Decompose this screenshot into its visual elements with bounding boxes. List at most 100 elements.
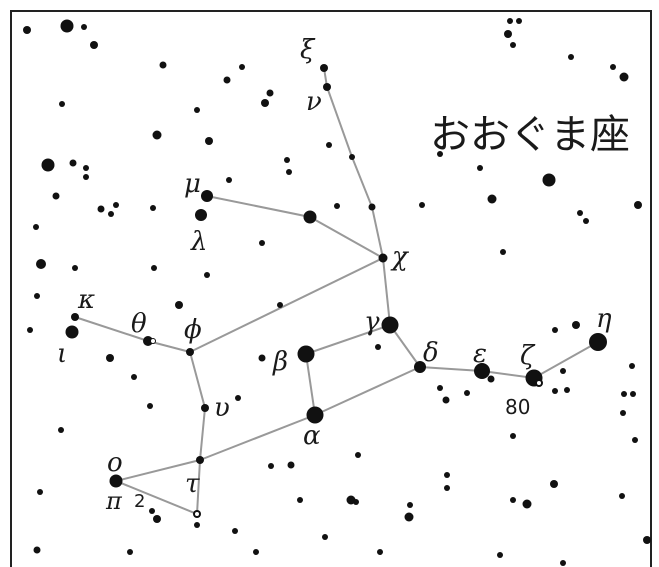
background-star (266, 89, 274, 97)
star-lambda (195, 209, 207, 221)
star-nu (323, 83, 331, 91)
background-star (334, 203, 340, 209)
label-pi: π (105, 487, 123, 515)
background-star (507, 18, 513, 24)
background-star (620, 410, 626, 416)
background-star (552, 388, 558, 394)
background-star (577, 210, 583, 216)
background-star (550, 480, 558, 488)
label-beta: β (272, 347, 288, 377)
label-mu: μ (184, 169, 201, 199)
background-star (504, 30, 512, 38)
line-gamma-beta (305, 324, 391, 355)
background-star (326, 142, 332, 148)
background-star (630, 391, 636, 397)
background-star (444, 485, 450, 491)
star-theta (143, 336, 153, 346)
background-star (621, 391, 627, 397)
background-star (437, 151, 443, 157)
background-star (175, 301, 183, 309)
background-star (404, 512, 414, 522)
background-star (286, 169, 292, 175)
star-eta (589, 333, 607, 351)
background-star (629, 363, 635, 369)
star-chain-2 (368, 203, 376, 211)
background-star (277, 302, 283, 308)
background-star (444, 472, 450, 478)
background-star (522, 499, 532, 509)
background-star (572, 321, 580, 329)
label-theta: θ (131, 309, 147, 339)
label-iota: ι (57, 339, 67, 369)
background-star (560, 560, 566, 566)
background-star (560, 368, 566, 374)
label-phi: ϕ (184, 315, 202, 345)
background-star (583, 218, 589, 224)
background-star (253, 549, 259, 555)
star-beta (297, 345, 315, 363)
label-xi: ξ (300, 35, 316, 65)
background-star (147, 403, 153, 409)
background-star (510, 433, 516, 439)
background-star (297, 497, 303, 503)
line-chi-phi (189, 257, 384, 353)
background-star (619, 493, 625, 499)
background-star (90, 41, 98, 49)
label-alpha: α (303, 421, 321, 451)
label-gamma: γ (364, 307, 380, 337)
background-star (510, 42, 516, 48)
constellation-title: おおぐま座 (430, 112, 630, 158)
label-two: 2 (134, 491, 145, 512)
background-star (258, 354, 266, 362)
label-tau: τ (185, 469, 200, 499)
label-nu: ν (306, 87, 322, 117)
background-star (375, 344, 381, 350)
background-star (69, 159, 77, 167)
background-star (83, 174, 89, 180)
line-gamma-delta (389, 324, 421, 368)
background-star (34, 293, 40, 299)
label-lambda: λ (190, 227, 207, 257)
background-star (108, 211, 114, 217)
star-epsilon-b (487, 375, 495, 383)
background-star (33, 546, 41, 554)
background-star (37, 489, 43, 495)
line-delta-alpha (314, 366, 421, 416)
background-star (353, 499, 359, 505)
star-mu-chi-mid (303, 210, 317, 224)
background-star (643, 536, 651, 544)
label-delta: δ (423, 338, 439, 368)
background-star (149, 508, 155, 514)
background-star (59, 101, 65, 107)
double-star-mark (151, 339, 155, 343)
background-star (419, 202, 425, 208)
star-kappa (71, 313, 79, 321)
background-star (226, 177, 232, 183)
star-omicron (109, 474, 123, 488)
background-star (552, 327, 558, 333)
label-omicron: ο (107, 448, 123, 478)
background-star (150, 205, 156, 211)
double-star-mark (195, 512, 199, 516)
line-chi-gamma (382, 257, 391, 326)
background-star (235, 395, 241, 401)
line-beta-alpha (305, 353, 316, 416)
label-epsilon: ε (473, 339, 487, 369)
background-star (72, 265, 78, 271)
background-star (516, 18, 522, 24)
background-star (261, 99, 269, 107)
label-eighty: 80 (505, 395, 530, 419)
background-star (268, 463, 274, 469)
label-chi: χ (390, 242, 410, 272)
background-star (464, 390, 470, 396)
background-star (52, 192, 60, 200)
label-kappa: κ (77, 285, 95, 315)
background-star (41, 158, 55, 172)
background-star (33, 224, 39, 230)
background-star (194, 107, 200, 113)
background-star (259, 240, 265, 246)
star-iota (65, 325, 79, 339)
star-upsilon (201, 404, 209, 412)
double-star-mark (537, 381, 541, 385)
map-frame (10, 10, 652, 567)
